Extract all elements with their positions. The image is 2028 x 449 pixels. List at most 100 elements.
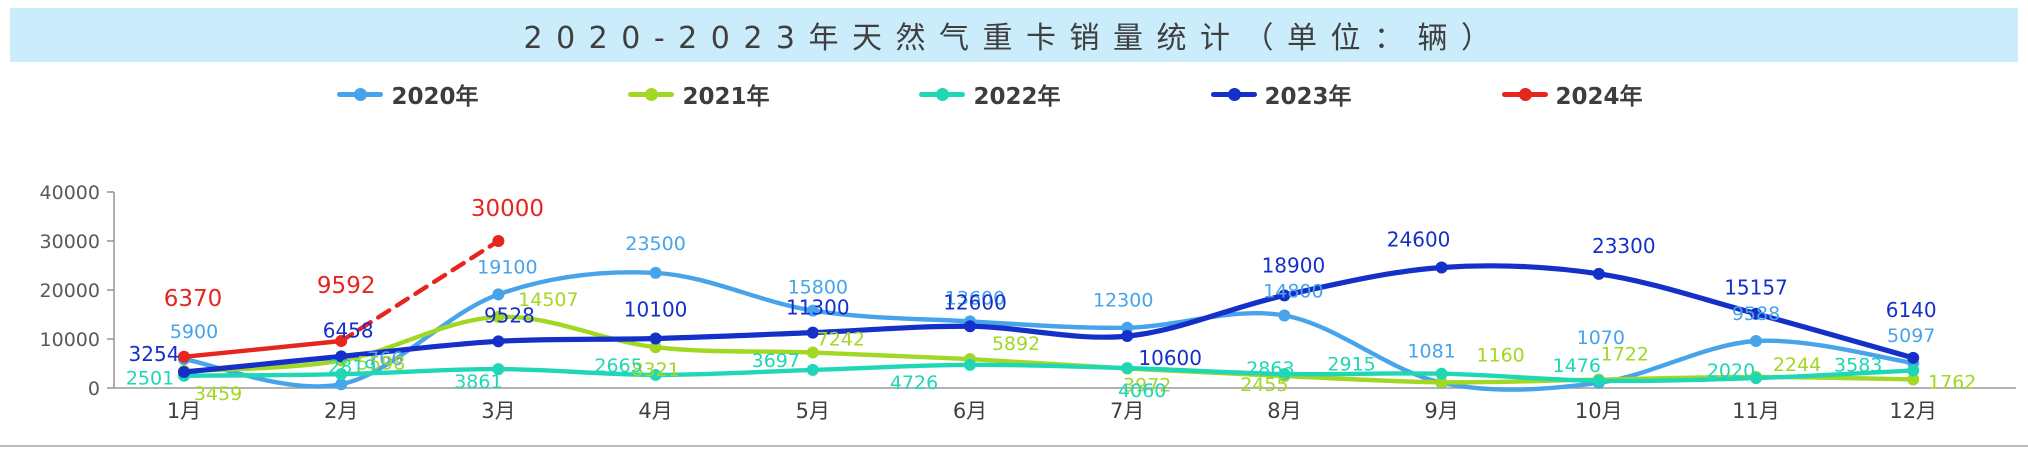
data-label-2020年: 14800 <box>1263 280 1323 302</box>
data-point-2020年 <box>1750 335 1762 348</box>
data-label-2023年: 24600 <box>1387 227 1451 251</box>
legend-item-2021年: 2021年 <box>628 77 769 111</box>
data-point-2021年 <box>1435 376 1448 389</box>
legend-line-dot-icon <box>1210 87 1257 101</box>
series-line-2023年 <box>181 263 1916 375</box>
y-tick-label: 0 <box>88 378 100 400</box>
data-point-2023年 <box>649 332 662 345</box>
data-point-2023年 <box>1435 261 1448 274</box>
legend-item-2024年: 2024年 <box>1501 77 1643 111</box>
data-label-2020年: 1070 <box>1577 327 1625 349</box>
data-label-2020年: 13600 <box>945 287 1005 309</box>
x-tick-label: 8月 <box>1267 399 1301 423</box>
data-label-2021年: 1160 <box>1476 344 1524 366</box>
data-label-2020年: 19100 <box>477 256 537 278</box>
series-line-2024年 <box>339 238 501 344</box>
data-point-2022年 <box>1592 374 1605 387</box>
data-point-2023年 <box>806 326 819 339</box>
data-label-2023年: 12600 <box>943 290 1007 314</box>
data-point-2022年 <box>335 368 348 381</box>
data-label-2021年: 8321 <box>631 359 679 381</box>
data-point-2022年 <box>1121 362 1134 375</box>
data-point-2023年 <box>1750 307 1762 320</box>
data-label-2023年: 18900 <box>1262 253 1326 277</box>
data-label-2023年: 11300 <box>786 296 850 320</box>
legend-label: 2020年 <box>391 84 479 110</box>
data-label-2020年: 9588 <box>1732 303 1780 325</box>
data-label-2023年: 15157 <box>1724 276 1788 300</box>
y-tick-label: 40000 <box>40 182 100 204</box>
data-point-2022年 <box>964 358 976 371</box>
data-point-2020年 <box>1278 309 1291 322</box>
data-point-2021年 <box>492 310 505 323</box>
data-label-2020年: 1081 <box>1407 341 1455 363</box>
chart-title: 2020-2023年天然气重卡销量统计（单位：辆） <box>523 21 1505 56</box>
data-point-2021年 <box>806 346 819 359</box>
data-label-2022年: 1476 <box>1553 355 1601 377</box>
chart-legend: 2020年 2021年 2022年 2023年 2024年 <box>0 76 1980 112</box>
data-label-2022年: 4726 <box>890 372 938 394</box>
data-label-2022年: 2819 <box>328 356 376 378</box>
legend-label: 2021年 <box>682 84 770 110</box>
data-label-2021年: 14507 <box>518 289 578 311</box>
series-line-2022年 <box>181 362 1916 384</box>
data-point-2020年 <box>335 378 348 391</box>
data-point-2023年 <box>1592 267 1605 280</box>
data-label-2022年: 2863 <box>1246 358 1294 380</box>
x-tick-label: 1月 <box>167 399 201 423</box>
data-label-2023年: 10100 <box>624 298 688 322</box>
data-label-2020年: 766 <box>367 348 403 370</box>
data-label-2020年: 15800 <box>788 277 848 299</box>
data-label-2021年: 1762 <box>1928 371 1976 393</box>
legend-label: 2022年 <box>973 84 1061 110</box>
data-label-2021年: 3972 <box>1123 375 1171 397</box>
data-label-2021年: 1722 <box>1601 344 1649 366</box>
data-label-2023年: 6458 <box>323 318 374 342</box>
data-point-2023年 <box>964 320 976 333</box>
legend-line-dot-icon <box>919 87 966 101</box>
data-point-2020年 <box>492 288 505 301</box>
data-point-2022年 <box>1907 364 1920 377</box>
data-point-2023年 <box>178 366 190 379</box>
line-chart: 0 10000 20000 30000 40000 1月 2月 3月 4月 5月 6月 7月 8月 9月 1… <box>0 182 2028 447</box>
legend-label: 2024年 <box>1555 84 1643 110</box>
data-label-2024年: 30000 <box>471 196 544 222</box>
data-point-2020年 <box>806 304 819 317</box>
data-point-2020年 <box>1121 321 1134 334</box>
data-label-2023年: 6140 <box>1886 298 1937 322</box>
x-tick-label: 2月 <box>324 399 358 423</box>
data-point-2023年 <box>1907 351 1920 364</box>
data-label-2022年: 2501 <box>126 368 174 390</box>
data-point-2022年 <box>1750 372 1762 385</box>
data-point-2022年 <box>649 368 662 381</box>
y-tick-label: 30000 <box>40 231 100 253</box>
data-label-2022年: 3861 <box>454 371 502 393</box>
data-point-2022年 <box>806 363 819 376</box>
legend-item-2023年: 2023年 <box>1210 77 1352 111</box>
data-point-2023年 <box>1278 289 1291 302</box>
data-point-2020年 <box>649 266 662 279</box>
data-label-2022年: 4060 <box>1118 380 1166 402</box>
legend-line-dot-icon <box>628 87 675 101</box>
x-tick-label: 9月 <box>1424 399 1458 423</box>
data-point-2024年 <box>335 334 348 347</box>
legend-item-2020年: 2020年 <box>337 77 478 111</box>
data-label-2022年: 2665 <box>594 355 642 377</box>
data-point-2023年 <box>492 335 505 348</box>
data-label-2022年: 3583 <box>1834 354 1882 376</box>
x-tick-label: 3月 <box>481 399 515 423</box>
y-tick-label: 20000 <box>40 280 100 302</box>
y-tick-label: 10000 <box>40 329 100 351</box>
data-label-2021年: 5892 <box>992 333 1040 355</box>
series-line-2024年 <box>181 338 344 359</box>
data-point-2021年 <box>649 341 662 354</box>
data-label-2023年: 10600 <box>1138 346 1202 370</box>
chart-title-banner: 2020-2023年天然气重卡销量统计（单位：辆） <box>10 8 2018 62</box>
data-point-2022年 <box>1278 367 1291 380</box>
data-label-2022年: 2020 <box>1707 360 1755 382</box>
data-label-2024年: 9592 <box>317 273 376 299</box>
data-point-2022年 <box>492 363 505 376</box>
data-point-2022年 <box>1435 367 1448 380</box>
data-point-2024年 <box>178 350 190 363</box>
data-label-2022年: 3697 <box>752 350 800 372</box>
